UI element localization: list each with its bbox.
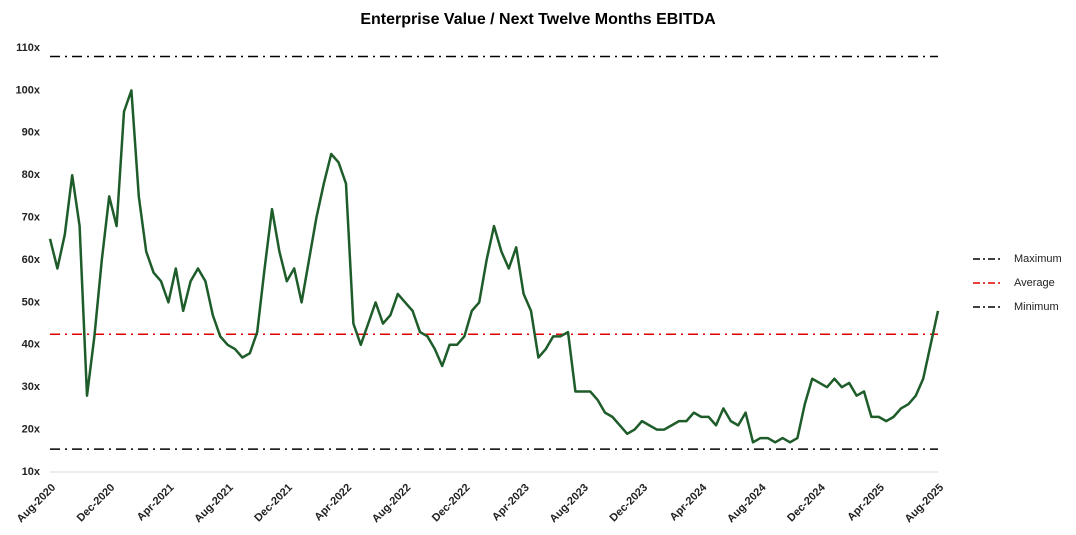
y-tick-label: 110x <box>16 42 41 54</box>
x-tick-label: Aug-2025 <box>903 482 947 526</box>
x-tick-label: Apr-2025 <box>845 482 887 524</box>
x-tick-label: Apr-2023 <box>490 482 532 524</box>
y-tick-label: 50x <box>22 296 41 308</box>
x-tick-label: Aug-2023 <box>547 482 591 526</box>
y-tick-label: 20x <box>22 424 41 436</box>
legend-label: Maximum <box>1014 253 1062 265</box>
x-tick-label: Dec-2020 <box>75 482 118 525</box>
x-tick-label: Dec-2022 <box>430 482 473 525</box>
y-tick-label: 100x <box>16 84 41 96</box>
x-tick-label: Apr-2022 <box>312 482 354 524</box>
x-tick-label: Aug-2022 <box>370 482 414 526</box>
x-tick-label: Apr-2021 <box>135 482 177 524</box>
y-tick-label: 10x <box>22 466 41 478</box>
legend-label: Minimum <box>1014 301 1059 313</box>
y-tick-label: 30x <box>22 381 41 393</box>
x-tick-label: Aug-2024 <box>725 481 769 525</box>
y-tick-label: 90x <box>22 127 41 139</box>
x-tick-label: Aug-2020 <box>15 482 59 526</box>
y-tick-label: 60x <box>22 254 41 266</box>
x-tick-label: Dec-2021 <box>252 482 295 525</box>
y-tick-label: 40x <box>22 339 41 351</box>
y-tick-label: 80x <box>22 169 41 181</box>
x-tick-label: Apr-2024 <box>668 481 710 523</box>
data-line <box>48 89 940 444</box>
legend-label: Average <box>1014 277 1055 289</box>
x-tick-label: Dec-2024 <box>785 481 828 524</box>
x-tick-label: Aug-2021 <box>192 482 236 526</box>
chart-title: Enterprise Value / Next Twelve Months EB… <box>360 11 716 28</box>
x-tick-label: Dec-2023 <box>608 482 651 525</box>
y-tick-label: 70x <box>22 212 41 224</box>
